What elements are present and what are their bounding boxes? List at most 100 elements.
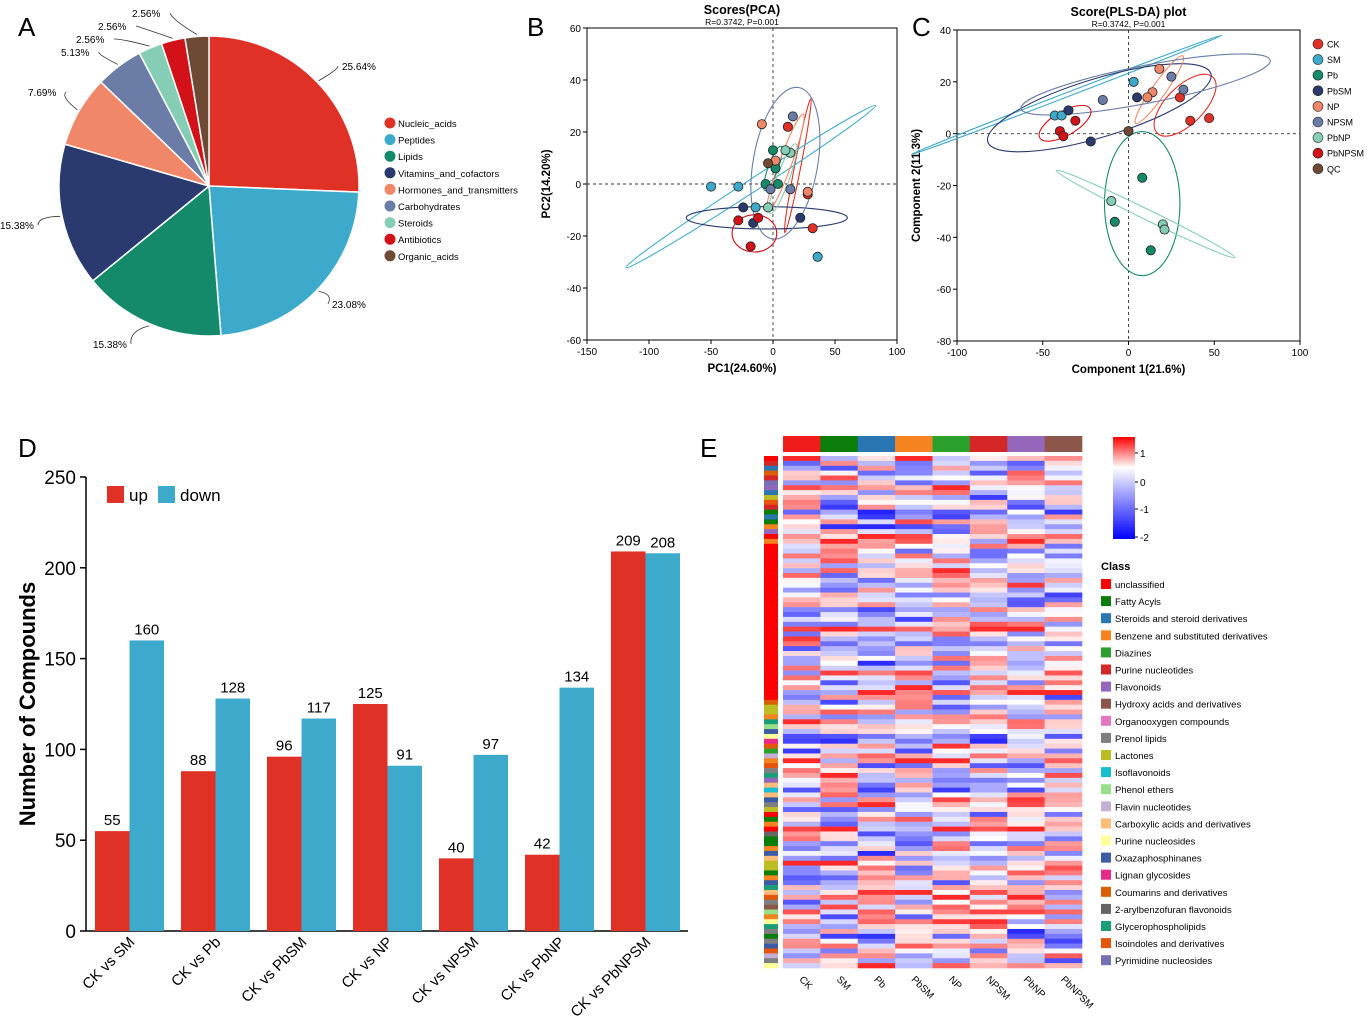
row-annotation [764, 748, 778, 754]
heatmap-cell [895, 626, 933, 632]
row-annotation [764, 519, 778, 525]
heatmap-cell [857, 963, 896, 969]
heatmap-cell [1007, 880, 1045, 886]
heatmap-cell [820, 524, 859, 530]
heatmap-cell [895, 616, 933, 623]
bar-up [181, 771, 216, 931]
heatmap-cell [820, 928, 859, 935]
heatmap-cell [857, 826, 896, 832]
heatmap-cell [857, 880, 896, 886]
heatmap-cell [857, 738, 896, 744]
heatmap-cell [1007, 768, 1045, 774]
heatmap-cell [932, 860, 971, 866]
bar-value-label: 91 [396, 747, 413, 764]
heatmap-cell [820, 631, 859, 637]
heatmap-cell [895, 904, 933, 910]
row-annotation [764, 651, 778, 657]
heatmap-cell [783, 768, 821, 774]
heatmap-cell [783, 738, 821, 744]
heatmap-cell [783, 953, 821, 959]
row-annotation [764, 665, 778, 671]
heatmap-cell [895, 880, 933, 886]
row-annotation [764, 933, 778, 940]
heatmap-cell [783, 655, 821, 662]
heatmap-cell [969, 875, 1008, 881]
heatmap-cell [820, 655, 859, 662]
score-point [787, 111, 798, 122]
heatmap-cell [1044, 889, 1083, 896]
class-legend-swatch [1101, 801, 1111, 812]
confidence-ellipse [1020, 53, 1271, 116]
column-annotation [783, 436, 821, 452]
heatmap-cell [857, 729, 896, 735]
heatmap-cell [857, 855, 896, 862]
row-annotation [764, 953, 778, 959]
heatmap-cell [1007, 460, 1045, 467]
heatmap-cell [783, 665, 821, 671]
heatmap-cell [783, 821, 821, 827]
heatmap-cell [1007, 787, 1045, 793]
heatmap-cell [783, 729, 821, 735]
score-point [1132, 92, 1143, 103]
heatmap-cell [1044, 475, 1083, 481]
heatmap-cell [932, 568, 971, 574]
heatmap-cell [783, 573, 821, 579]
score-point [738, 202, 749, 213]
heatmap-cell [1007, 933, 1045, 940]
heatmap-cell [783, 875, 821, 881]
heatmap-cell [1044, 909, 1083, 915]
heatmap-cell [932, 694, 971, 701]
heatmap-cell [820, 616, 859, 623]
heatmap-cell [1044, 626, 1083, 632]
heatmap-cell [783, 924, 821, 930]
heatmap-cell [1007, 763, 1045, 769]
heatmap-cell [783, 802, 821, 808]
heatmap-cell [820, 465, 859, 471]
heatmap-cell [1044, 870, 1083, 876]
heatmap-cell [1044, 709, 1083, 715]
heatmap-cell [1007, 538, 1045, 545]
scatter-legend-label: PbSM [1327, 86, 1352, 96]
heatmap-cell [969, 748, 1008, 754]
row-annotation [764, 963, 778, 969]
heatmap-cell [969, 933, 1008, 940]
heatmap-cell [969, 826, 1008, 832]
heatmap-cell [932, 914, 971, 920]
heatmap-cell [820, 485, 859, 491]
heatmap-cell [1044, 724, 1083, 730]
heatmap-cell [932, 548, 971, 554]
heatmap-cell [857, 748, 896, 754]
heatmap-cell [1044, 865, 1083, 871]
heatmap-cell [857, 948, 896, 954]
heatmap-cell [820, 548, 859, 554]
x-tick-label: 100 [889, 347, 906, 358]
heatmap-cell [932, 680, 971, 686]
heatmap-cell [783, 777, 821, 784]
heatmap-cell [969, 763, 1008, 769]
heatmap-cell [969, 465, 1008, 471]
heatmap-cell [1044, 655, 1083, 662]
class-legend-swatch [1101, 681, 1111, 692]
heatmap-cell [932, 626, 971, 632]
class-legend-label: Pyrimidine nucleosides [1115, 956, 1212, 967]
heatmap-cell [820, 460, 859, 467]
class-legend-label: Diazines [1115, 648, 1152, 659]
heatmap-cell [1007, 680, 1045, 686]
row-annotation [764, 846, 778, 852]
scatter-legend-label: NP [1327, 102, 1340, 112]
heatmap-cell [1007, 675, 1045, 681]
column-annotation [820, 436, 859, 452]
heatmap-cell [857, 509, 896, 515]
heatmap-cell [932, 875, 971, 881]
panel-label-d: D [18, 433, 37, 463]
heatmap-cell [969, 743, 1008, 749]
heatmap-cell [932, 772, 971, 779]
pie-legend-label: Hormones_and_transmitters [398, 185, 518, 196]
heatmap-cell [783, 690, 821, 696]
heatmap-cell [969, 582, 1008, 588]
class-legend-label: Prenol lipids [1115, 734, 1167, 745]
panel-label-e: E [700, 433, 717, 463]
score-point [745, 241, 756, 252]
pie-percent-label: 25.64% [342, 62, 376, 73]
